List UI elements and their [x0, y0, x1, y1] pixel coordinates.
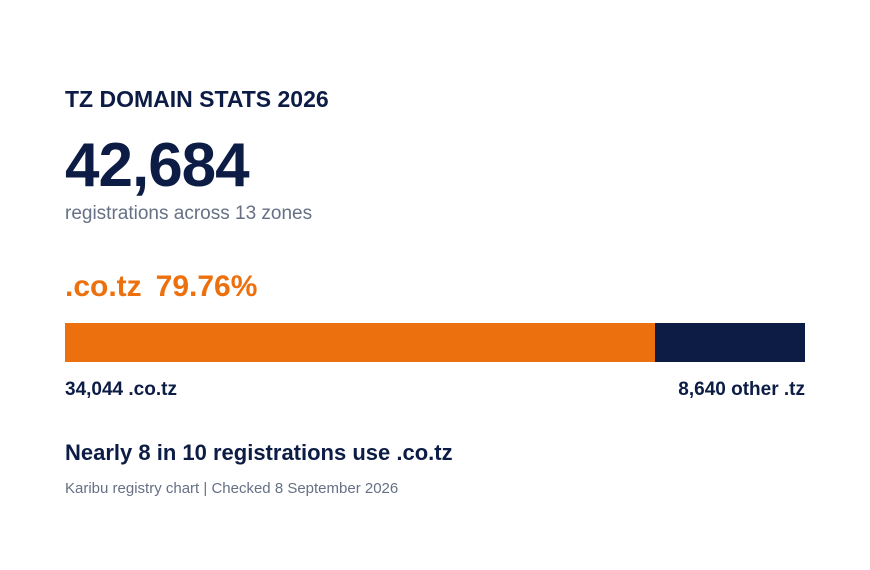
- bar-segment-co-tz: [65, 323, 655, 362]
- page-title: TZ DOMAIN STATS 2026: [65, 86, 329, 112]
- subtitle: registrations across 13 zones: [65, 203, 313, 224]
- share-percent: 79.76%: [155, 270, 258, 303]
- bar-label-other: 8,640 other .tz: [678, 379, 805, 400]
- share-zone: .co.tz: [65, 270, 142, 303]
- bar-label-co-tz: 34,044 .co.tz: [65, 379, 177, 400]
- stats-card: TZ DOMAIN STATS 2026 42,684 registration…: [65, 0, 805, 570]
- stacked-bar: [65, 323, 805, 362]
- headline: Nearly 8 in 10 registrations use .co.tz: [65, 440, 453, 465]
- source-note: Karibu registry chart | Checked 8 Septem…: [65, 480, 399, 497]
- share-label: .co.tz 79.76%: [65, 270, 257, 304]
- total-registrations: 42,684: [65, 131, 250, 200]
